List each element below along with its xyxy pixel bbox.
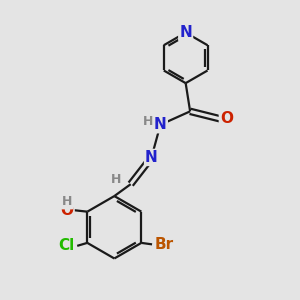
- Text: Cl: Cl: [58, 238, 74, 253]
- Text: N: N: [154, 117, 167, 132]
- Text: H: H: [111, 173, 121, 186]
- Text: H: H: [143, 115, 153, 128]
- Text: N: N: [179, 25, 192, 40]
- Text: N: N: [145, 150, 158, 165]
- Text: Br: Br: [155, 237, 174, 252]
- Text: O: O: [61, 203, 74, 218]
- Text: O: O: [220, 111, 233, 126]
- Text: H: H: [62, 195, 72, 208]
